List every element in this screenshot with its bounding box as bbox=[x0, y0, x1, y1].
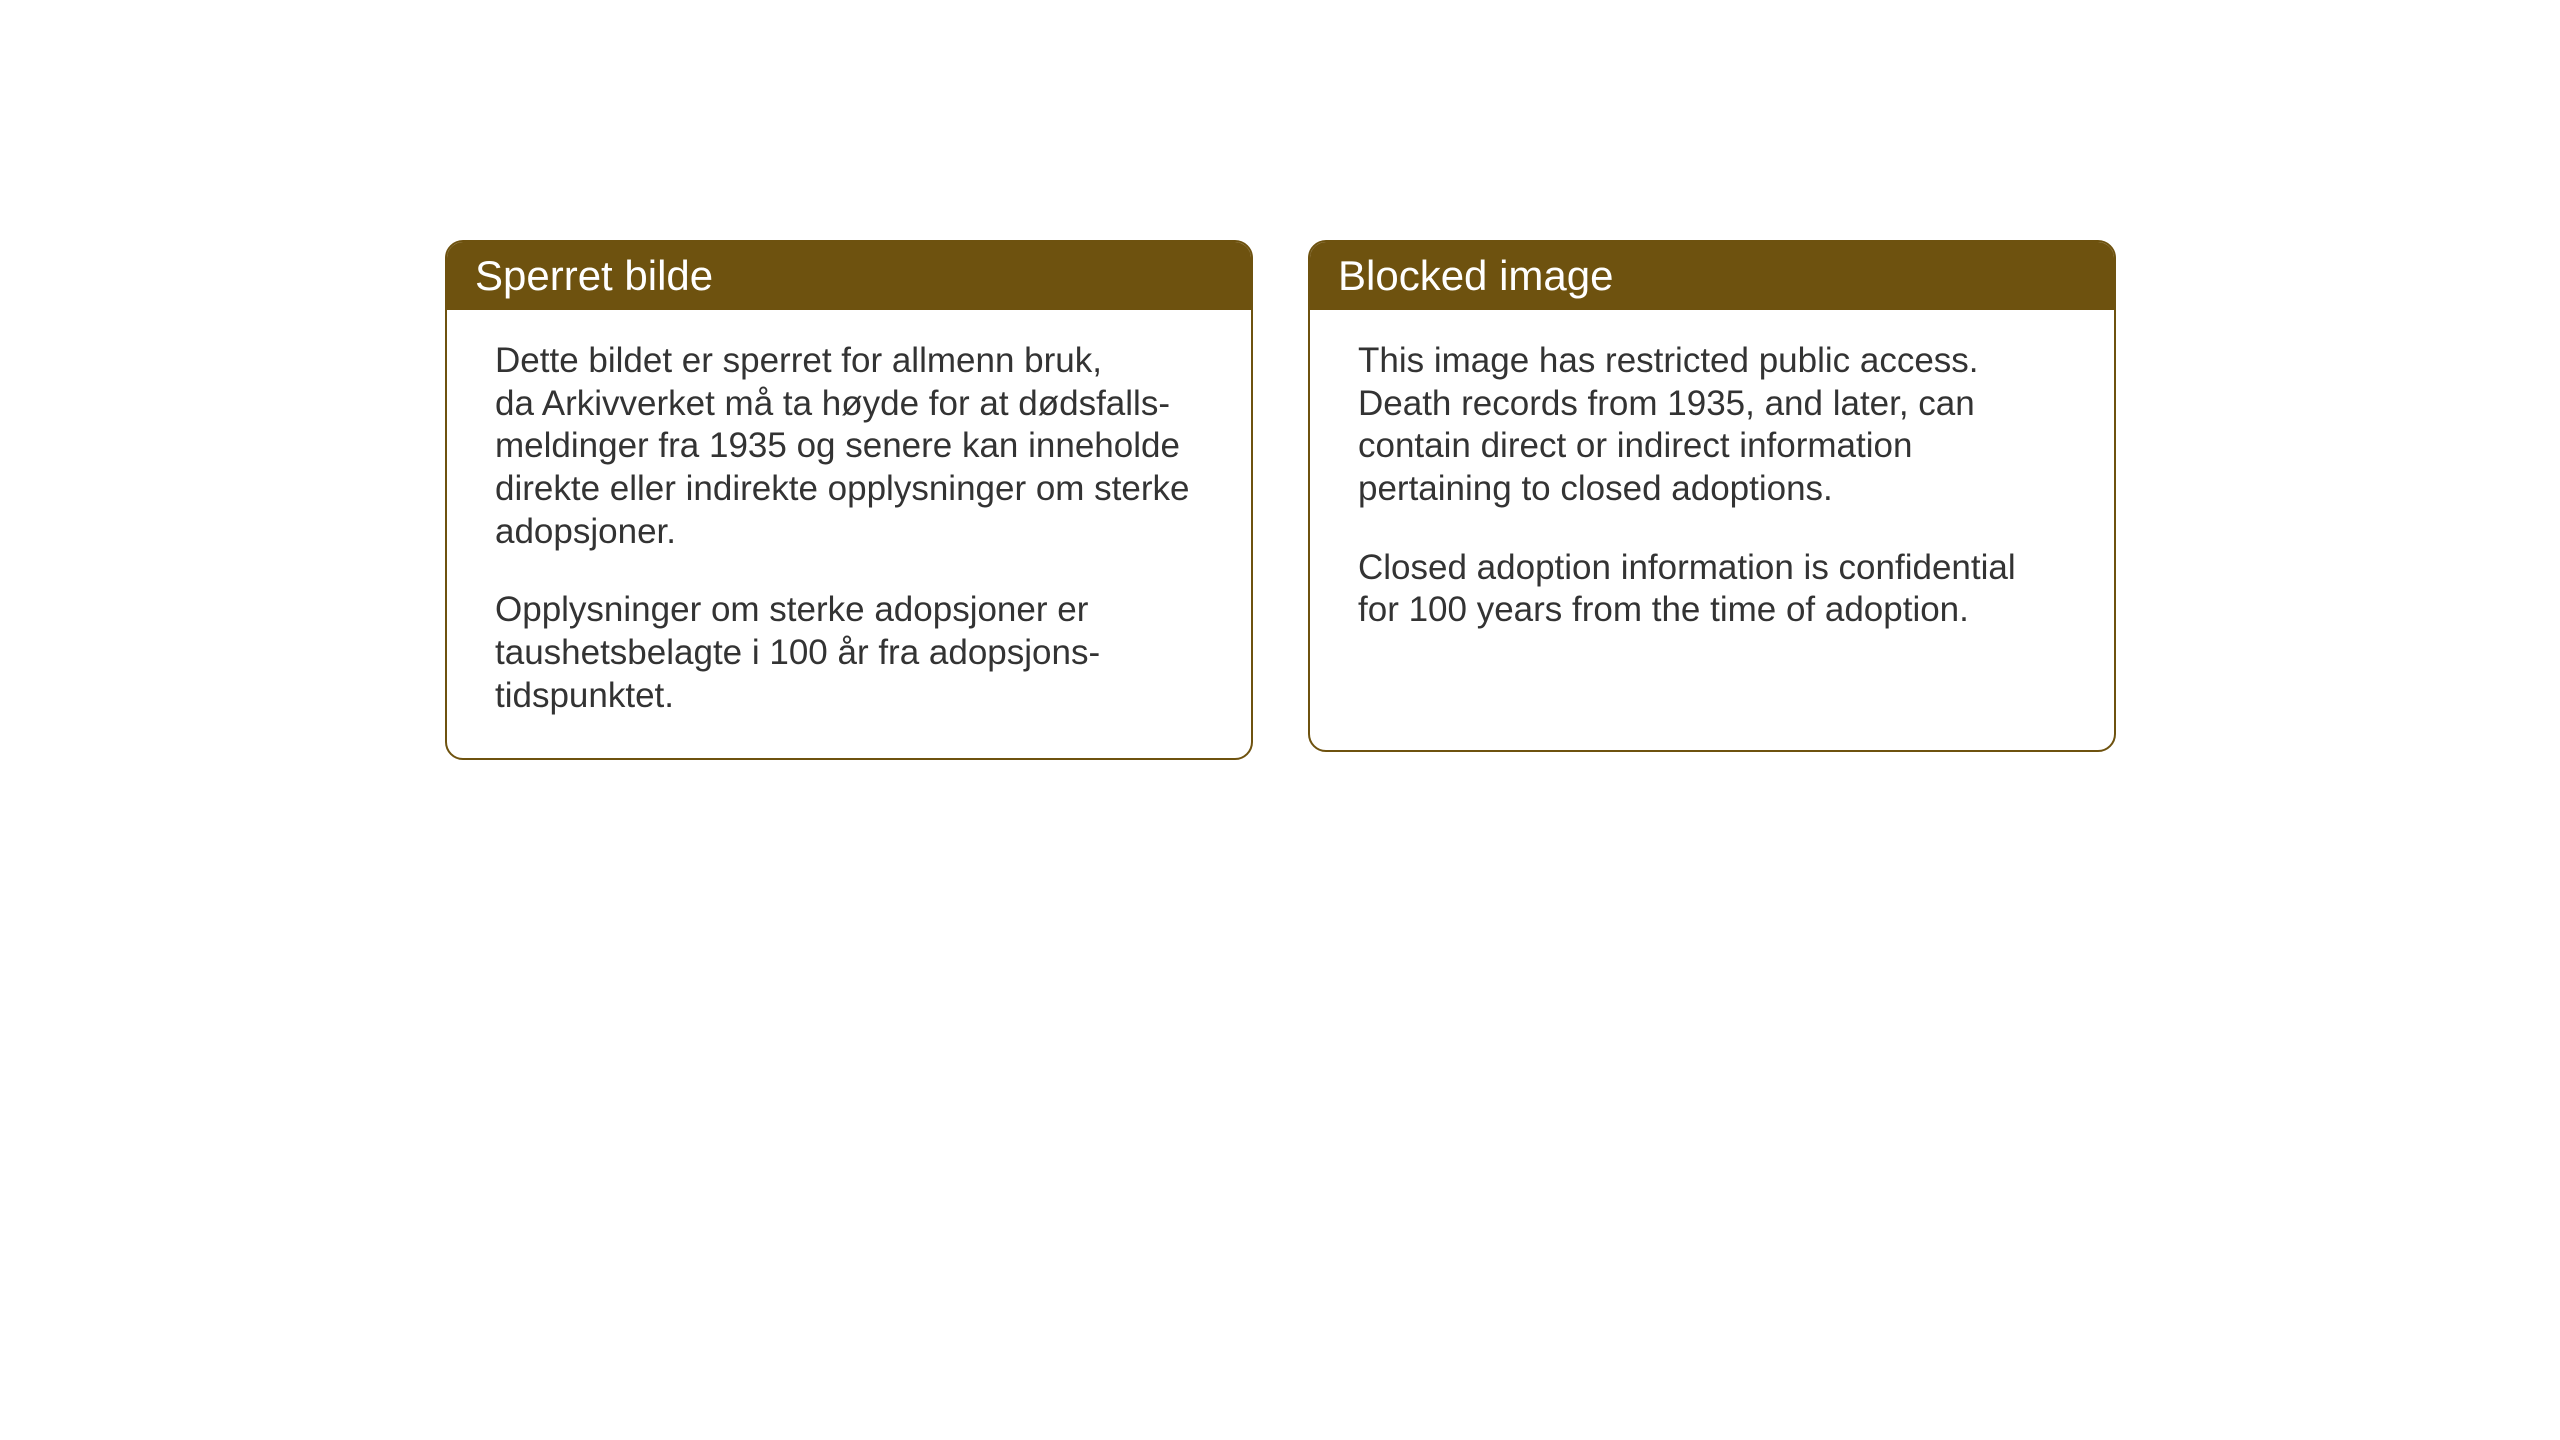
norwegian-notice-body: Dette bildet er sperret for allmenn bruk… bbox=[447, 310, 1251, 758]
notice-container: Sperret bilde Dette bildet er sperret fo… bbox=[445, 240, 2116, 760]
english-notice-card: Blocked image This image has restricted … bbox=[1308, 240, 2116, 752]
english-paragraph-2: Closed adoption information is confident… bbox=[1358, 547, 2066, 632]
norwegian-notice-title: Sperret bilde bbox=[447, 242, 1251, 310]
english-notice-title: Blocked image bbox=[1310, 242, 2114, 310]
english-notice-body: This image has restricted public access.… bbox=[1310, 310, 2114, 672]
english-paragraph-1: This image has restricted public access.… bbox=[1358, 340, 2066, 511]
norwegian-notice-card: Sperret bilde Dette bildet er sperret fo… bbox=[445, 240, 1253, 760]
norwegian-paragraph-2: Opplysninger om sterke adopsjoner er tau… bbox=[495, 589, 1203, 717]
norwegian-paragraph-1: Dette bildet er sperret for allmenn bruk… bbox=[495, 340, 1203, 553]
